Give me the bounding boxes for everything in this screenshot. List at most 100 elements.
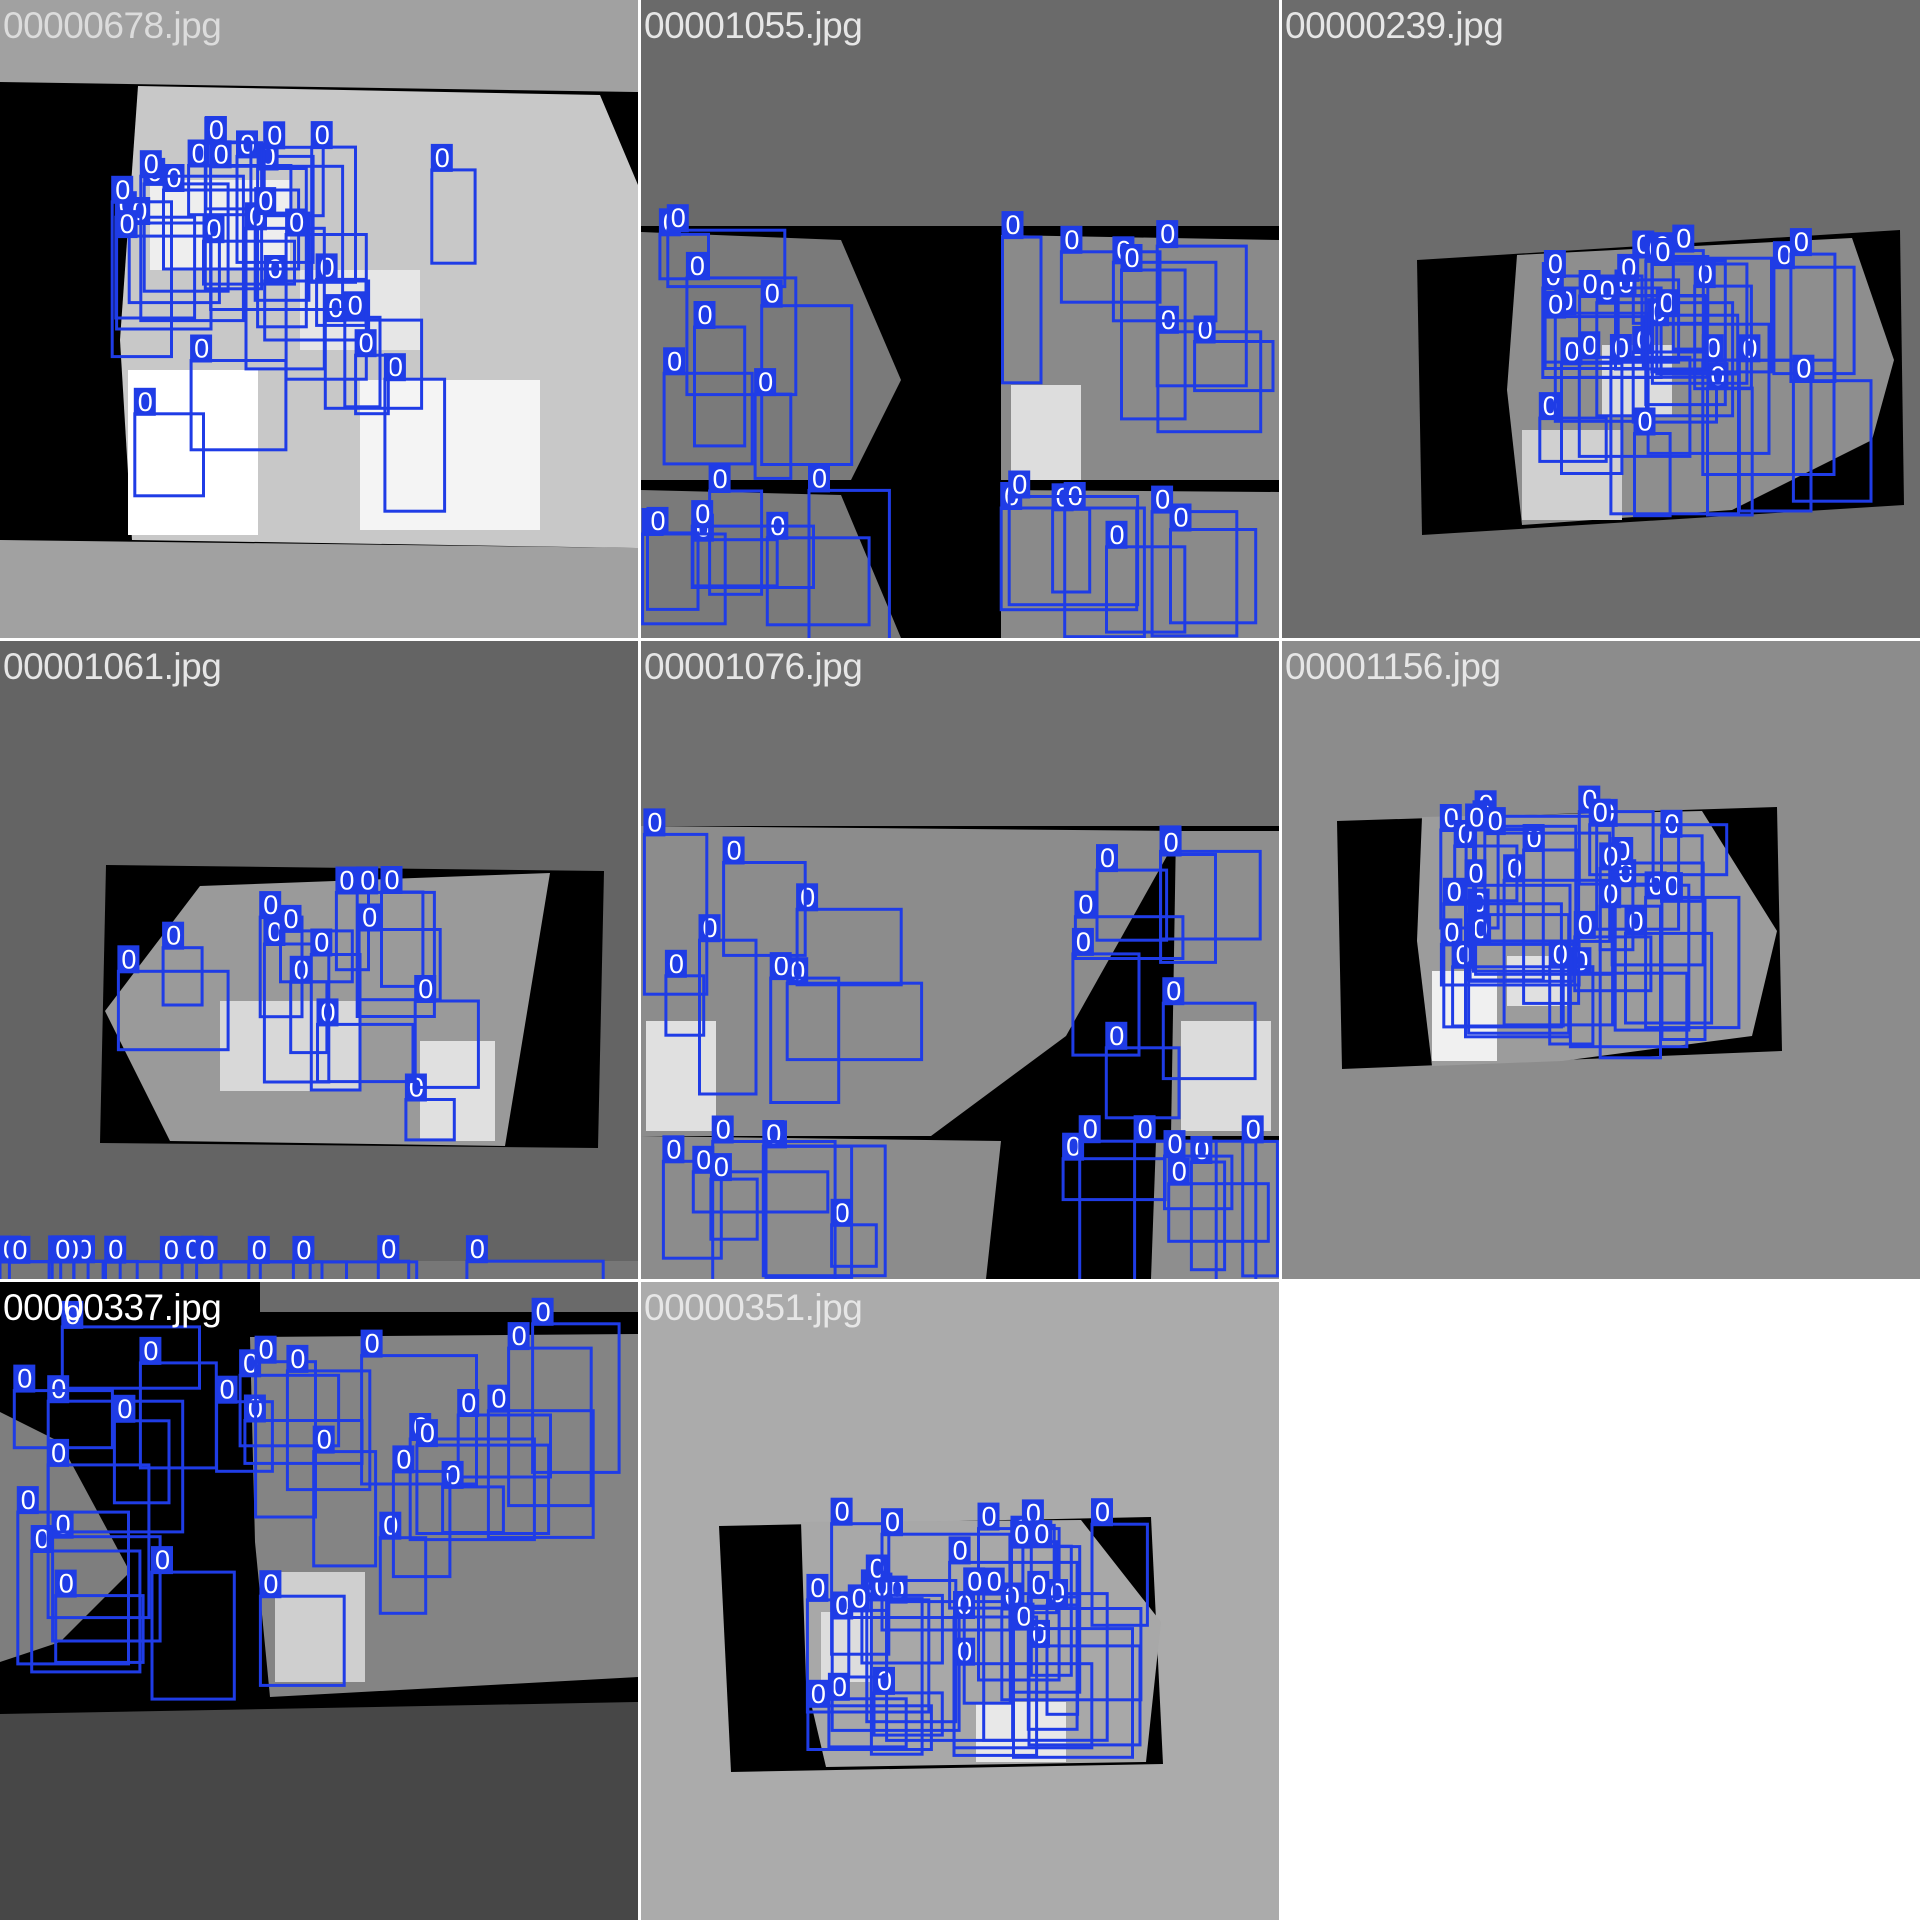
box-class-label: 0 [835, 1497, 850, 1527]
box-label-bg [691, 500, 714, 529]
bounding-box [1737, 358, 1813, 513]
bounding-box [693, 325, 747, 448]
box-class-label: 0 [263, 1569, 278, 1599]
box-label-bg [414, 975, 437, 1003]
box-label-bg [430, 143, 453, 172]
box-class-label: 0 [17, 1364, 32, 1394]
box-class-label: 0 [1488, 806, 1503, 836]
box-label-bg [1151, 485, 1174, 514]
box-label-bg [1440, 918, 1463, 947]
box-label-bg [1595, 276, 1618, 305]
box-label-bg [806, 1679, 829, 1708]
box-class-label: 0 [192, 139, 207, 169]
bounding-box [795, 907, 903, 987]
bounding-box [103, 1260, 223, 1279]
bounding-box [806, 1704, 933, 1751]
box-label-bg [1792, 354, 1815, 383]
bounding-box [262, 942, 331, 1084]
box-class-label: 0 [1614, 333, 1629, 363]
box-class-label: 0 [1109, 1021, 1124, 1051]
box-label-bg [1001, 211, 1024, 240]
box-class-label: 0 [1665, 871, 1680, 901]
box-label-bg [948, 1536, 971, 1565]
bounding-box [391, 1469, 452, 1579]
bounding-box [139, 174, 245, 323]
box-class-label: 0 [108, 1235, 123, 1265]
box-label-bg [111, 175, 134, 204]
box-class-label: 0 [987, 1567, 1002, 1597]
box-label-bg [335, 866, 358, 895]
box-class-label: 0 [1469, 858, 1484, 888]
box-class-label: 0 [470, 1234, 485, 1264]
bounding-box [1150, 510, 1239, 638]
box-label-bg [1483, 807, 1506, 836]
bounding-box [16, 1510, 130, 1666]
box-label-bg [285, 208, 308, 237]
box-class-label: 0 [1565, 336, 1580, 366]
tile-filename: 00001076.jpg [644, 646, 863, 687]
box-class-label: 0 [381, 1234, 396, 1264]
box-class-label: 0 [1194, 1135, 1209, 1165]
bounding-box [1161, 1001, 1257, 1081]
box-label-bg [760, 279, 783, 308]
box-label-bg [698, 914, 721, 943]
bounding-box [284, 233, 368, 381]
box-class-label: 0 [21, 1485, 36, 1515]
box-label-bg [356, 866, 379, 895]
box-label-bg [1464, 859, 1487, 888]
bounding-box [1442, 902, 1563, 1029]
box-class-label: 0 [1582, 330, 1597, 360]
box-class-label: 0 [703, 913, 718, 943]
bounding-box [51, 1535, 162, 1643]
box-class-label: 0 [166, 921, 181, 951]
box-label-bg [236, 130, 258, 159]
box-class-label: 0 [209, 115, 224, 145]
bounding-box [1644, 259, 1727, 407]
box-class-label: 0 [258, 186, 273, 216]
box-label-bg [1503, 854, 1526, 883]
box-label-bg [1609, 334, 1632, 362]
box-label-bg [254, 1335, 277, 1364]
box-class-label: 0 [164, 1235, 179, 1265]
box-label-bg [195, 1235, 218, 1264]
box-class-label: 0 [314, 928, 329, 958]
box-class-label: 0 [1012, 470, 1027, 500]
box-class-label: 0 [267, 120, 282, 150]
box-label-bg [1156, 220, 1179, 249]
bounding-box [404, 1098, 456, 1142]
bounding-box [50, 1259, 122, 1279]
bounding-box [1464, 883, 1572, 1039]
box-class-label: 0 [1166, 976, 1181, 1006]
bounding-box [952, 1662, 1094, 1750]
box-class-label: 0 [1017, 1602, 1032, 1632]
box-class-label: 0 [512, 1321, 527, 1351]
box-label-bg [292, 1235, 315, 1264]
box-class-label: 0 [1711, 361, 1726, 391]
box-class-label: 0 [1629, 906, 1644, 936]
box-class-label: 0 [1155, 485, 1170, 515]
box-label-bg [963, 1567, 986, 1596]
box-class-label: 0 [284, 904, 299, 934]
box-label-bg [209, 140, 232, 169]
bounding-box [1578, 294, 1709, 379]
box-class-label: 0 [812, 463, 827, 493]
box-label-bg [254, 187, 277, 216]
box-label-bg [54, 1569, 77, 1598]
box-label-bg [380, 866, 403, 894]
box-class-label: 0 [651, 506, 666, 536]
box-label-bg [487, 1384, 510, 1413]
bounding-box [1012, 1627, 1134, 1759]
bounding-box [258, 1594, 346, 1687]
box-class-label: 0 [1110, 520, 1125, 550]
box-class-label: 0 [1064, 225, 1079, 255]
box-class-label: 0 [536, 1297, 551, 1327]
box-class-label: 0 [59, 1569, 74, 1599]
bounding-box [1133, 1139, 1258, 1279]
box-class-label: 0 [671, 203, 686, 233]
